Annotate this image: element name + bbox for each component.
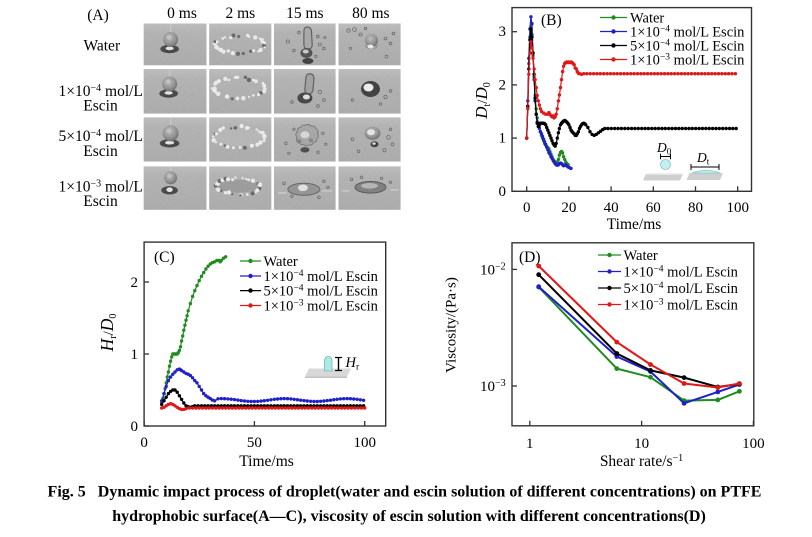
svg-text:10: 10 (634, 436, 649, 452)
svg-text:Water: Water (624, 248, 658, 264)
svg-text:3: 3 (499, 24, 507, 40)
svg-text:Shear rate/s−1: Shear rate/s−1 (600, 453, 683, 470)
svg-text:1×10−3 mol/L: 1×10−3 mol/L (59, 179, 143, 196)
svg-text:5×10−4 mol/L: 5×10−4 mol/L (59, 128, 143, 145)
svg-text:0: 0 (131, 419, 139, 435)
svg-text:Dt: Dt (696, 150, 710, 167)
svg-text:100: 100 (742, 436, 765, 452)
svg-text:60: 60 (646, 200, 661, 216)
svg-text:40: 40 (604, 200, 619, 216)
svg-text:Fig. 5 Dynamic impact proces: Fig. 5 Dynamic impact process of droplet… (48, 483, 762, 500)
svg-text:(C): (C) (154, 249, 175, 266)
svg-text:0: 0 (523, 200, 531, 216)
svg-text:1×10−3 mol/L Escin: 1×10−3 mol/L Escin (630, 53, 745, 69)
svg-text:1×10−4 mol/L: 1×10−4 mol/L (59, 83, 143, 100)
svg-text:Time/ms: Time/ms (607, 216, 662, 233)
svg-text:Escin: Escin (83, 143, 118, 160)
svg-text:0: 0 (499, 184, 507, 200)
svg-text:2: 2 (131, 275, 139, 291)
svg-text:1×10−3 mol/L Escin: 1×10−3 mol/L Escin (624, 298, 739, 314)
svg-text:1: 1 (526, 436, 534, 452)
svg-text:Viscosity/(Pa·s): Viscosity/(Pa·s) (444, 277, 460, 373)
svg-text:100: 100 (726, 200, 749, 216)
svg-text:80: 80 (688, 200, 703, 216)
svg-text:hydrophobic surface(A—C), visc: hydrophobic surface(A—C), viscosity of e… (112, 508, 706, 525)
svg-text:(A): (A) (87, 7, 109, 24)
svg-text:2 ms: 2 ms (225, 5, 255, 22)
svg-text:1×10−4 mol/L Escin: 1×10−4 mol/L Escin (630, 25, 745, 41)
svg-text:1×10−3 mol/L Escin: 1×10−3 mol/L Escin (264, 299, 379, 315)
svg-text:Water: Water (83, 37, 120, 54)
svg-text:5×10−4 mol/L Escin: 5×10−4 mol/L Escin (624, 281, 739, 297)
svg-text:1: 1 (499, 131, 507, 147)
svg-text:1×10−4 mol/L Escin: 1×10−4 mol/L Escin (624, 265, 739, 281)
svg-text:Hr/D0: Hr/D0 (97, 314, 119, 353)
svg-text:Water: Water (630, 11, 664, 27)
svg-text:1: 1 (131, 347, 139, 363)
svg-text:50: 50 (247, 435, 262, 451)
svg-text:(D): (D) (519, 249, 541, 266)
svg-text:15 ms: 15 ms (286, 5, 323, 22)
svg-text:20: 20 (561, 200, 576, 216)
svg-text:5×10−4 mol/L Escin: 5×10−4 mol/L Escin (264, 284, 379, 300)
svg-text:Water: Water (264, 254, 298, 270)
svg-text:Escin: Escin (83, 193, 118, 210)
svg-text:5×10−4 mol/L Escin: 5×10−4 mol/L Escin (630, 39, 745, 55)
svg-text:(B): (B) (541, 12, 562, 29)
svg-text:0 ms: 0 ms (167, 5, 197, 22)
svg-text:100: 100 (353, 435, 376, 451)
svg-text:Time/ms: Time/ms (239, 453, 294, 470)
svg-text:Dt/D0: Dt/D0 (472, 82, 493, 120)
svg-text:1×10−4 mol/L Escin: 1×10−4 mol/L Escin (264, 269, 379, 285)
svg-text:Escin: Escin (83, 97, 118, 114)
svg-text:2: 2 (499, 77, 507, 93)
svg-text:0: 0 (140, 435, 148, 451)
svg-text:80 ms: 80 ms (352, 5, 389, 22)
